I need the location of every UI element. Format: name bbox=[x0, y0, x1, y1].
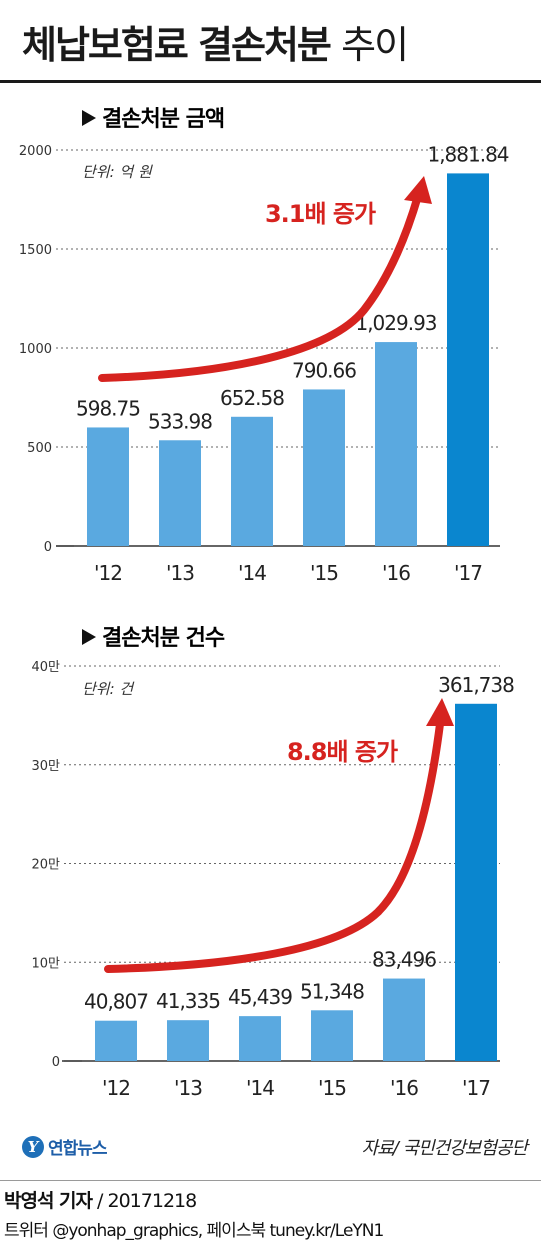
y-tick-label: 1500 bbox=[19, 243, 52, 258]
bar-value-label: 361,738 bbox=[438, 673, 514, 697]
bar-value-label: 1,881.84 bbox=[427, 142, 508, 166]
section-title: 결손처분 금액 bbox=[102, 107, 224, 132]
bar-value-label: 51,348 bbox=[300, 979, 364, 1003]
title-sub: 추이 bbox=[341, 23, 409, 67]
section-triangle-icon bbox=[82, 629, 96, 645]
source-note: 자료/ 국민건강보험공단 bbox=[361, 1138, 528, 1159]
x-category-label: '16 bbox=[382, 561, 410, 585]
growth-arrow-head bbox=[426, 698, 454, 726]
bar bbox=[303, 389, 345, 546]
x-category-label: '12 bbox=[94, 561, 122, 585]
y-tick-label: 10만 bbox=[31, 956, 60, 971]
bar bbox=[311, 1010, 353, 1061]
bar bbox=[95, 1020, 137, 1061]
y-tick-label: 30만 bbox=[31, 759, 60, 774]
bar bbox=[231, 416, 273, 546]
x-category-label: '14 bbox=[246, 1076, 274, 1100]
bar bbox=[87, 427, 129, 546]
title-main: 체납보험료 결손처분 bbox=[22, 23, 332, 67]
section-triangle-icon bbox=[82, 110, 96, 126]
bar bbox=[455, 703, 497, 1061]
page-title: 체납보험료 결손처분 추이 bbox=[22, 14, 409, 69]
growth-arrow bbox=[104, 720, 444, 973]
reporter-name: 박영석 기자 bbox=[4, 1190, 93, 1212]
section-title: 결손처분 건수 bbox=[102, 626, 225, 651]
growth-label: 8.8배 증가 bbox=[287, 738, 398, 766]
bar-value-label: 652.58 bbox=[220, 386, 284, 410]
bar bbox=[167, 1020, 209, 1061]
yonhap-logo-text: 연합뉴스 bbox=[48, 1139, 108, 1159]
x-category-label: '17 bbox=[454, 561, 482, 585]
growth-arrow-head bbox=[404, 176, 432, 204]
bar-value-label: 598.75 bbox=[76, 396, 140, 420]
reporter-credit: 박영석 기자 / 20171218 bbox=[4, 1190, 198, 1212]
bar-value-label: 41,335 bbox=[156, 989, 220, 1013]
bar-value-label: 1,029.93 bbox=[355, 311, 436, 335]
bar bbox=[375, 342, 417, 546]
title-rule bbox=[0, 80, 541, 83]
x-category-label: '15 bbox=[318, 1076, 346, 1100]
unit-note: 단위: 억 원 bbox=[82, 163, 153, 181]
y-tick-label: 500 bbox=[27, 441, 52, 456]
growth-label: 3.1배 증가 bbox=[265, 200, 376, 228]
y-tick-label: 0 bbox=[52, 1055, 60, 1070]
growth-arrow bbox=[98, 192, 422, 382]
bar bbox=[447, 173, 489, 546]
infographic-card: 체납보험료 결손처분 추이 결손처분 금액 0 500 1000 1500 2000 단위:… bbox=[0, 14, 541, 1181]
y-tick-label: 40만 bbox=[31, 660, 60, 675]
x-category-label: '12 bbox=[102, 1076, 130, 1100]
bar-value-label: 533.98 bbox=[148, 409, 212, 433]
x-category-label: '15 bbox=[310, 561, 338, 585]
y-tick-label: 1000 bbox=[19, 342, 52, 357]
y-tick-label: 20만 bbox=[31, 858, 60, 873]
bar-value-label: 790.66 bbox=[292, 358, 356, 382]
bar-value-label: 40,807 bbox=[84, 990, 148, 1014]
x-category-label: '13 bbox=[174, 1076, 202, 1100]
y-tick-label: 0 bbox=[44, 540, 52, 555]
x-category-label: '14 bbox=[238, 561, 266, 585]
bar bbox=[383, 978, 425, 1061]
bar bbox=[239, 1016, 281, 1061]
bar bbox=[159, 440, 201, 546]
social-links: 트위터 @yonhap_graphics, 페이스북 tuney.kr/LeYN… bbox=[4, 1221, 384, 1241]
publish-date: 20171218 bbox=[107, 1190, 198, 1212]
x-category-label: '16 bbox=[390, 1076, 418, 1100]
bar-value-label: 83,496 bbox=[372, 948, 436, 972]
bar-value-label: 45,439 bbox=[228, 985, 292, 1009]
yonhap-logo-icon: Y bbox=[22, 1135, 44, 1158]
amount-chart: 결손처분 금액 0 500 1000 1500 2000 단위: 억 원 598.75 '12 5… bbox=[19, 107, 510, 585]
x-category-label: '13 bbox=[166, 561, 194, 585]
x-category-label: '17 bbox=[462, 1076, 490, 1100]
unit-note: 단위: 건 bbox=[82, 680, 135, 698]
y-tick-label: 2000 bbox=[19, 144, 52, 159]
yonhap-logo: Y 연합뉴스 bbox=[22, 1134, 108, 1159]
